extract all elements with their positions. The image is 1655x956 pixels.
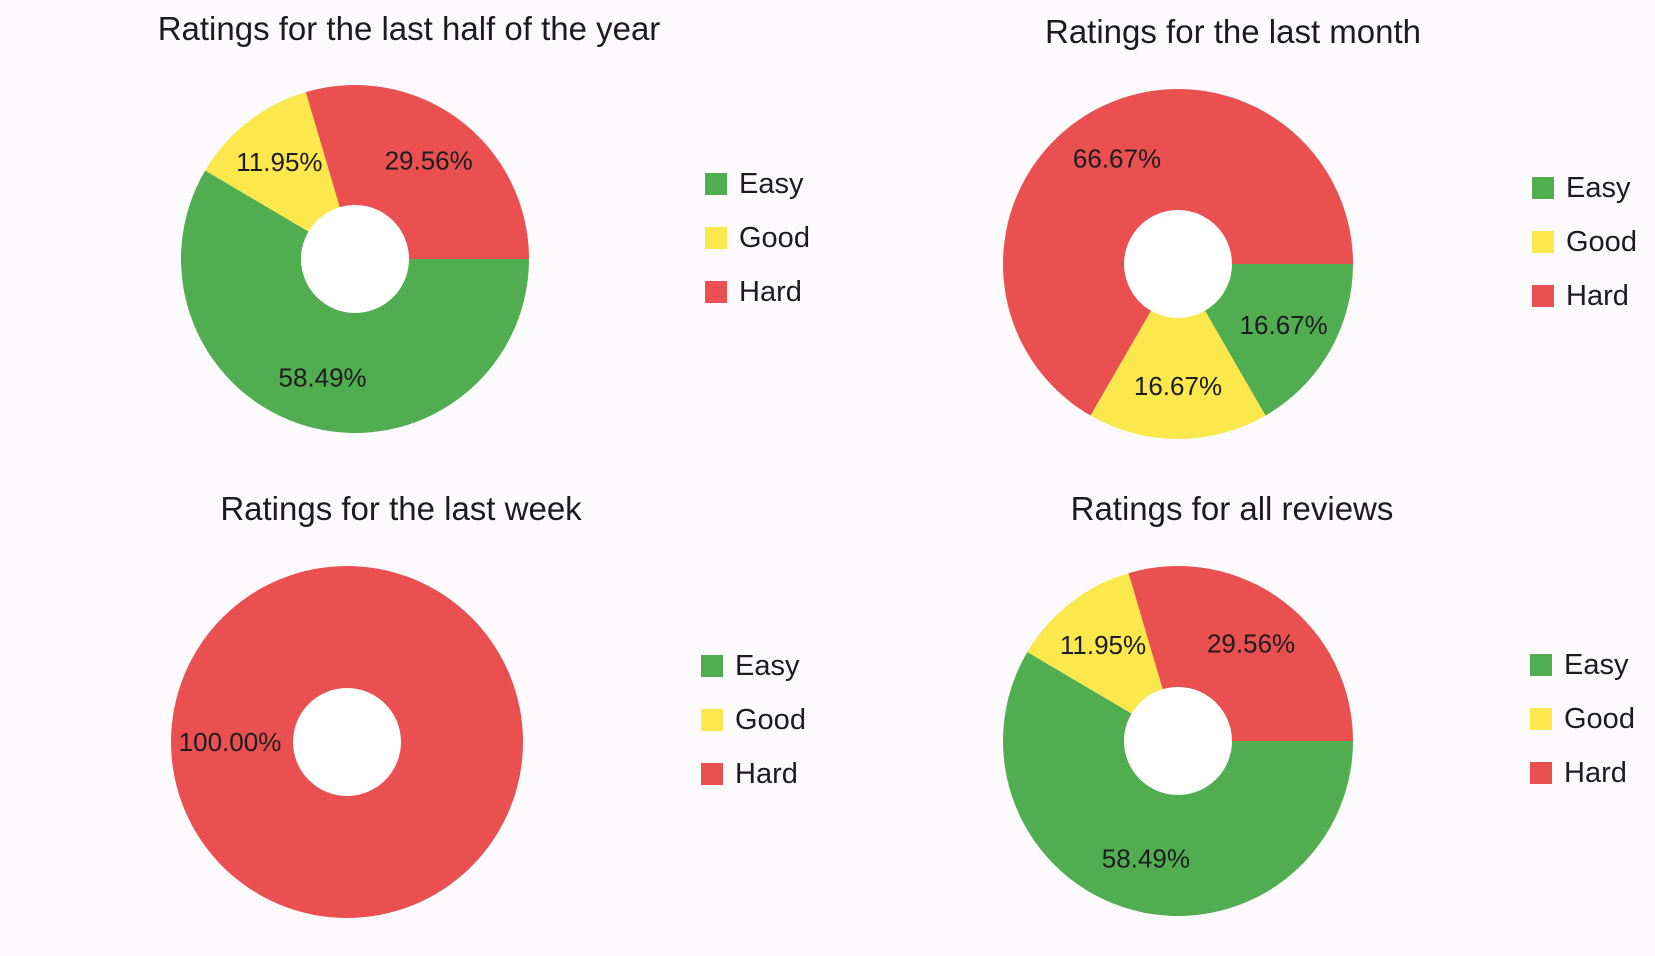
legend-swatch-easy: [1530, 654, 1552, 676]
legend-label: Good: [739, 221, 810, 254]
legend-label: Hard: [1564, 756, 1627, 789]
legend-swatch-good: [705, 227, 727, 249]
donut-chart: 100.00%: [171, 566, 523, 918]
legend-label: Hard: [735, 757, 798, 790]
chart-legend: Easy Good Hard: [705, 157, 810, 319]
chart-panel-all-reviews: Ratings for all reviews 58.49% 11.95% 29.5…: [827, 478, 1654, 956]
slice-good: [1090, 264, 1266, 439]
donut-hole: [1124, 687, 1232, 795]
legend-item-hard: Hard: [701, 747, 806, 801]
legend-swatch-good: [701, 709, 723, 731]
legend-label: Good: [735, 703, 806, 736]
legend-swatch-good: [1530, 708, 1552, 730]
legend-label: Easy: [739, 167, 804, 200]
slice-label-hard: 29.56%: [1207, 628, 1295, 658]
legend-item-good: Good: [701, 693, 806, 747]
chart-panel-last-month: Ratings for the last month 16.67% 16.67% 6…: [827, 0, 1654, 478]
chart-title: Ratings for the last week: [220, 490, 582, 527]
chart-legend: Easy Good Hard: [1532, 161, 1637, 323]
legend-item-good: Good: [705, 211, 810, 265]
legend-swatch-hard: [1532, 285, 1554, 307]
donut-chart: 58.49% 11.95% 29.56%: [180, 85, 529, 434]
legend-swatch-easy: [701, 655, 723, 677]
donut-chart: 16.67% 16.67% 66.67%: [1003, 88, 1353, 439]
legend-label: Easy: [1566, 171, 1631, 204]
legend-swatch-good: [1532, 231, 1554, 253]
legend-item-easy: Easy: [1530, 638, 1635, 692]
slice-label-good: 11.95%: [236, 147, 322, 177]
legend-swatch-easy: [705, 173, 727, 195]
donut-hole: [1124, 210, 1232, 318]
legend-label: Good: [1566, 225, 1637, 258]
chart-title: Ratings for the last month: [1044, 13, 1422, 50]
legend-swatch-hard: [1530, 762, 1552, 784]
slice-label-good: 16.67%: [1134, 371, 1222, 401]
legend-label: Hard: [739, 275, 802, 308]
slice-label-good: 11.95%: [1060, 630, 1146, 660]
slice-label-hard: 29.56%: [385, 145, 473, 175]
legend-label: Good: [1564, 702, 1635, 735]
legend-item-hard: Hard: [705, 265, 810, 319]
legend-label: Easy: [1564, 648, 1629, 681]
slice-label-easy: 16.67%: [1240, 310, 1328, 340]
legend-label: Easy: [735, 649, 800, 682]
chart-panel-half-year: Ratings for the last half of the year 58…: [0, 0, 827, 478]
chart-legend: Easy Good Hard: [1530, 638, 1635, 800]
legend-swatch-hard: [701, 763, 723, 785]
donut-hole: [293, 688, 401, 796]
legend-item-good: Good: [1530, 692, 1635, 746]
chart-title: Ratings for all reviews: [1070, 490, 1394, 527]
chart-panel-last-week: Ratings for the last week 100.00% Easy G…: [0, 478, 827, 956]
slice-label-hard: 66.67%: [1073, 143, 1161, 173]
slice-label-easy: 58.49%: [278, 363, 366, 393]
legend-item-good: Good: [1532, 215, 1637, 269]
legend-item-easy: Easy: [705, 157, 810, 211]
legend-item-easy: Easy: [701, 639, 806, 693]
donut-hole: [301, 205, 409, 313]
donut-chart: 58.49% 11.95% 29.56%: [1002, 566, 1353, 917]
chart-legend: Easy Good Hard: [701, 639, 806, 801]
legend-item-hard: Hard: [1530, 746, 1635, 800]
slice-label-hard: 100.00%: [179, 727, 282, 757]
legend-label: Hard: [1566, 279, 1629, 312]
slice-label-easy: 58.49%: [1102, 844, 1190, 874]
slice-easy: [1178, 264, 1353, 416]
legend-item-hard: Hard: [1532, 269, 1637, 323]
legend-swatch-easy: [1532, 177, 1554, 199]
legend-swatch-hard: [705, 281, 727, 303]
slice-good: [205, 92, 355, 259]
chart-title: Ratings for the last half of the year: [157, 10, 661, 47]
slice-good: [1027, 573, 1178, 741]
legend-item-easy: Easy: [1532, 161, 1637, 215]
